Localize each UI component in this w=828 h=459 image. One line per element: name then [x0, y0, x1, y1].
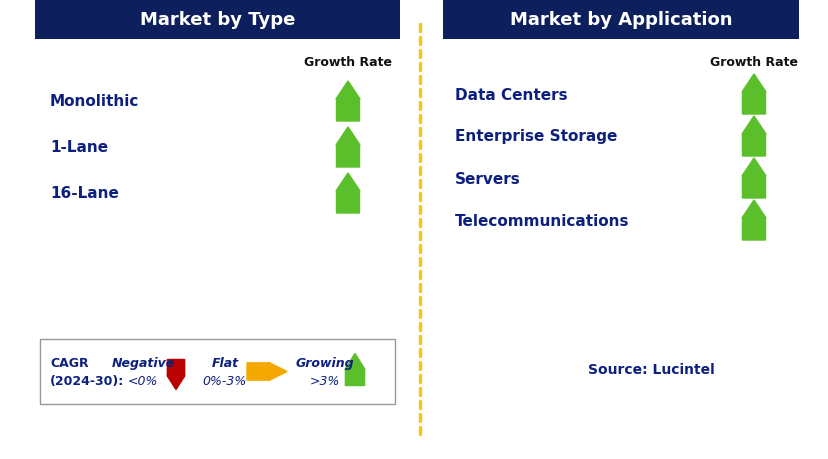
Text: Monolithic: Monolithic	[50, 94, 139, 109]
Polygon shape	[166, 360, 185, 390]
Text: (2024-30):: (2024-30):	[50, 374, 124, 387]
Text: CAGR: CAGR	[50, 356, 89, 369]
Polygon shape	[741, 159, 765, 199]
Text: Market by Application: Market by Application	[509, 11, 731, 29]
Text: >3%: >3%	[310, 374, 339, 387]
Text: Source: Lucintel: Source: Lucintel	[587, 362, 714, 376]
Text: Data Centers: Data Centers	[455, 87, 567, 102]
Polygon shape	[344, 354, 364, 386]
Text: Telecommunications: Telecommunications	[455, 213, 628, 228]
Text: Servers: Servers	[455, 171, 520, 186]
Polygon shape	[741, 201, 765, 241]
Text: Flat: Flat	[211, 356, 238, 369]
Polygon shape	[741, 75, 765, 115]
Text: Growth Rate: Growth Rate	[304, 56, 392, 68]
Text: 0%-3%: 0%-3%	[203, 374, 247, 387]
Polygon shape	[335, 82, 359, 122]
Polygon shape	[741, 117, 765, 157]
Text: Enterprise Storage: Enterprise Storage	[455, 129, 617, 144]
Polygon shape	[247, 363, 286, 381]
Text: Market by Type: Market by Type	[140, 11, 295, 29]
Text: 1-Lane: 1-Lane	[50, 140, 108, 155]
Text: <0%: <0%	[128, 374, 158, 387]
Polygon shape	[335, 174, 359, 213]
FancyBboxPatch shape	[35, 0, 400, 40]
Text: Growth Rate: Growth Rate	[709, 56, 797, 68]
Text: 16-Lane: 16-Lane	[50, 186, 118, 201]
Text: Negative: Negative	[111, 356, 175, 369]
FancyBboxPatch shape	[40, 339, 394, 404]
Polygon shape	[335, 128, 359, 168]
FancyBboxPatch shape	[442, 0, 798, 40]
Text: Growing: Growing	[296, 356, 354, 369]
